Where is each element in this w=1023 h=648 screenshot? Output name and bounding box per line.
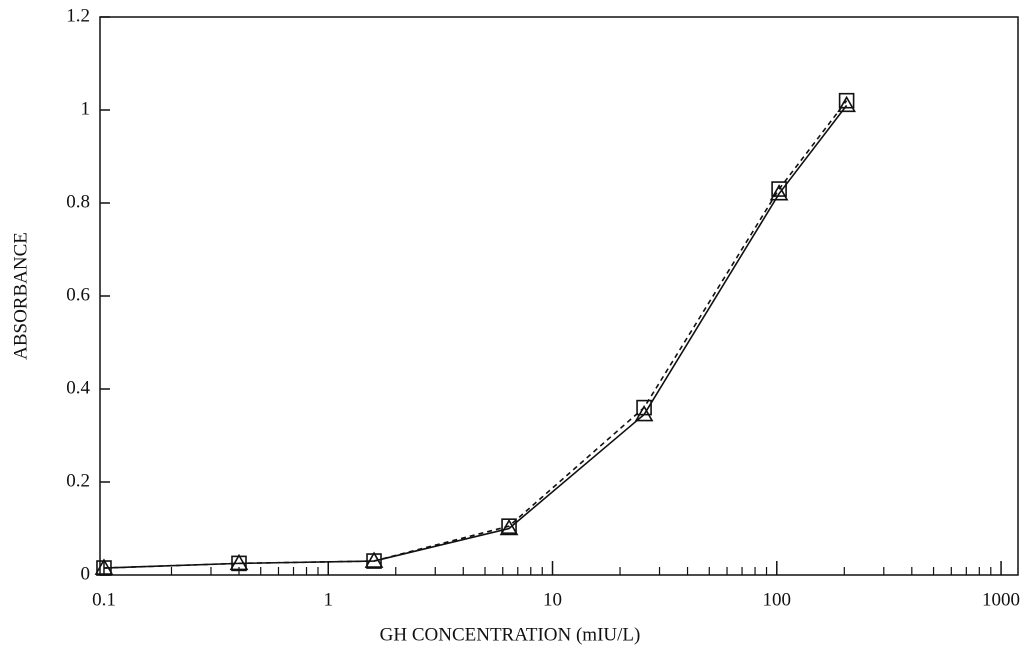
x-tick-label: 10 (543, 589, 562, 610)
plot-frame (99, 16, 1019, 576)
y-tick-label: 0 (81, 563, 91, 584)
triangle-marker (634, 404, 654, 422)
x-axis-title: GH CONCENTRATION (mIU/L) (380, 624, 641, 645)
triangle-marker (364, 551, 384, 568)
square-marker (771, 181, 787, 197)
y-tick-label: 0.4 (66, 377, 90, 398)
y-tick-label: 1.2 (66, 5, 90, 26)
triangle-marker (229, 553, 249, 571)
y-tick-label: 0.8 (66, 191, 90, 212)
triangle-marker (94, 558, 114, 575)
series-line (103, 104, 848, 569)
x-tick-label: 0.1 (92, 589, 116, 610)
triangle-marker (499, 518, 519, 536)
series-line (103, 100, 848, 569)
y-axis-title: ABSORBANCE (10, 232, 31, 360)
x-tick-label: 1 (323, 589, 333, 610)
triangle-marker (837, 95, 856, 113)
y-tick-label: 0.6 (66, 284, 90, 305)
y-tick-label: 0.2 (66, 470, 90, 491)
triangle-marker (769, 184, 789, 201)
x-tick-label: 1000 (982, 589, 1020, 610)
x-tick-label: 100 (763, 589, 792, 610)
square-marker (838, 92, 855, 109)
y-tick-label: 1 (81, 98, 91, 119)
